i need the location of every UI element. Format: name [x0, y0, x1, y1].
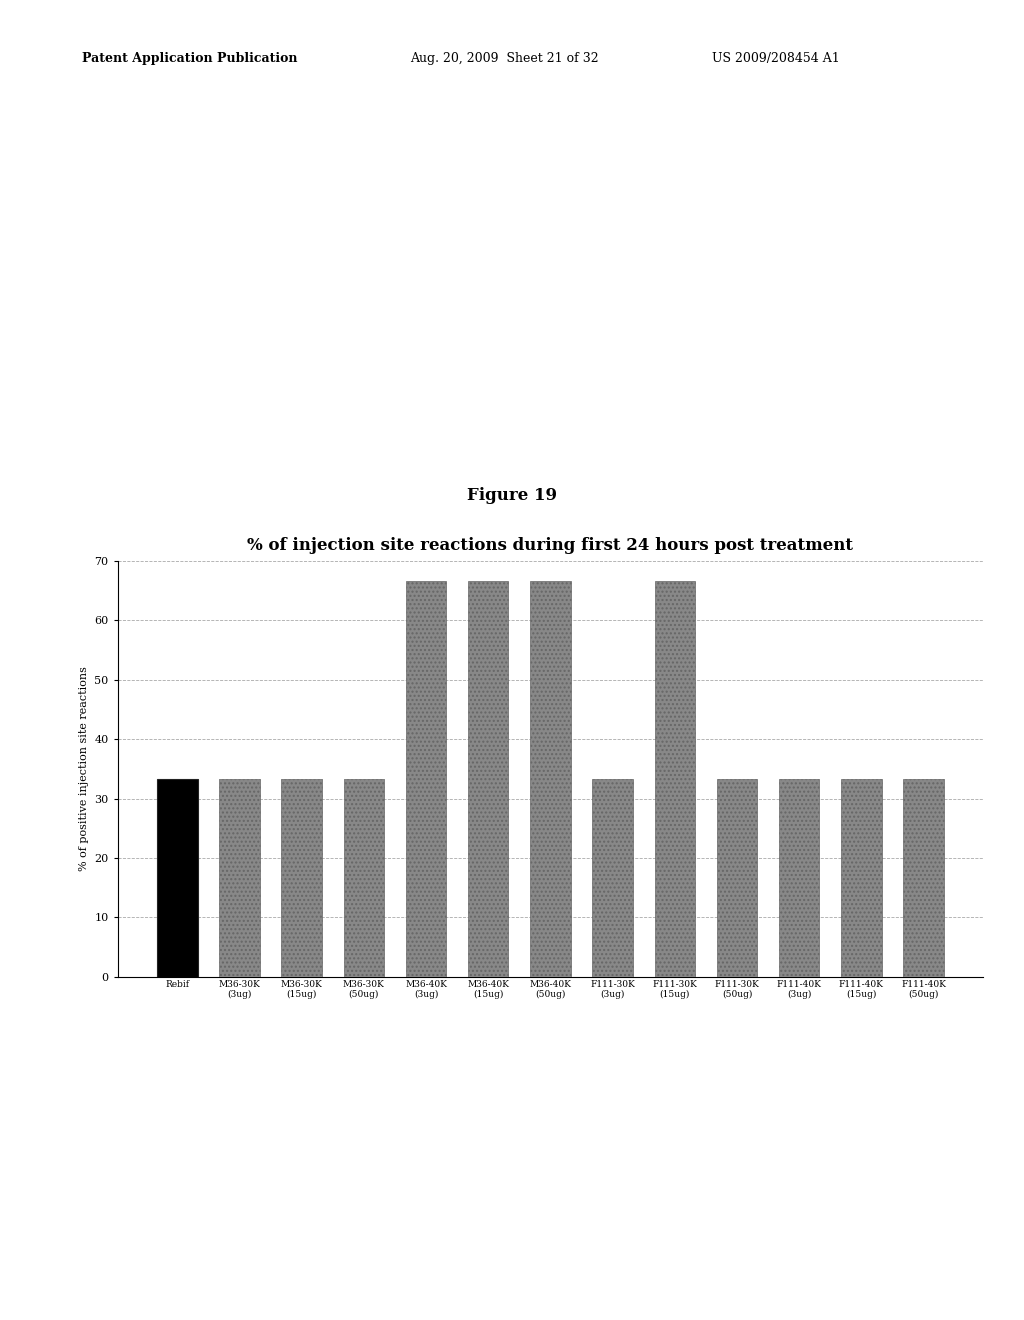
Bar [530, 581, 570, 977]
Bar [654, 581, 695, 977]
Text: US 2009/208454 A1: US 2009/208454 A1 [712, 51, 840, 65]
Title: % of injection site reactions during first 24 hours post treatment: % of injection site reactions during fir… [248, 537, 853, 554]
Bar [717, 779, 757, 977]
Bar [841, 779, 882, 977]
Bar [779, 779, 819, 977]
Bar [344, 779, 384, 977]
Bar [282, 779, 322, 977]
Bar [157, 779, 198, 977]
Text: Figure 19: Figure 19 [467, 487, 557, 503]
Bar [406, 581, 446, 977]
Bar [468, 581, 509, 977]
Text: Aug. 20, 2009  Sheet 21 of 32: Aug. 20, 2009 Sheet 21 of 32 [410, 51, 598, 65]
Text: Patent Application Publication: Patent Application Publication [82, 51, 297, 65]
Y-axis label: % of positive injection site reactions: % of positive injection site reactions [79, 667, 89, 871]
Bar [219, 779, 260, 977]
Bar [592, 779, 633, 977]
Bar [903, 779, 944, 977]
